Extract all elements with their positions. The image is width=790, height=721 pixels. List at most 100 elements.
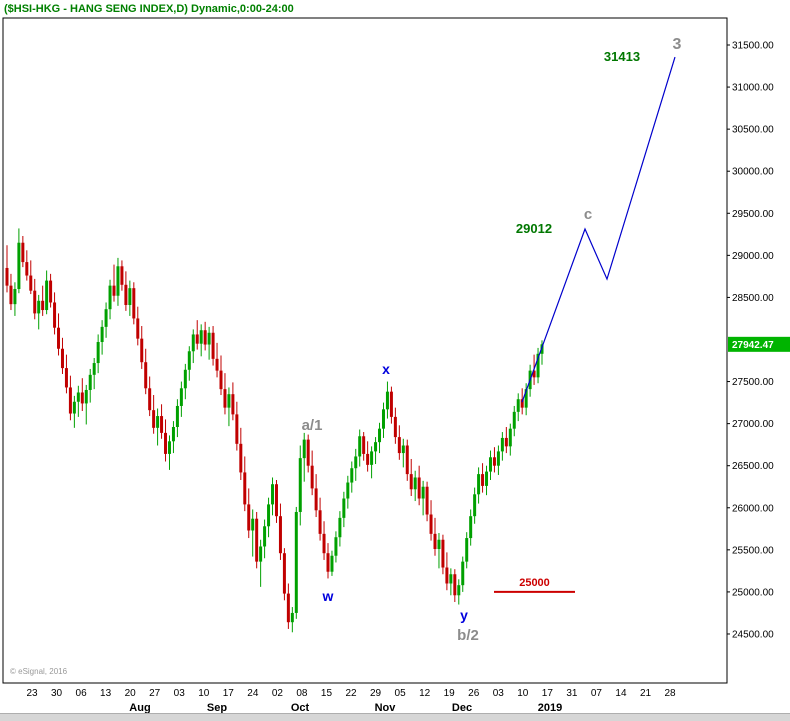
- candle: [128, 280, 132, 316]
- time-axis-label: 03: [174, 688, 186, 699]
- time-axis-label: 17: [223, 688, 235, 699]
- candle: [417, 465, 421, 506]
- time-axis-label: 19: [444, 688, 456, 699]
- time-axis-label: 23: [26, 688, 38, 699]
- candle: [362, 432, 366, 461]
- candle: [187, 346, 191, 381]
- time-axis-label: 14: [615, 688, 627, 699]
- plot-border: [2, 17, 728, 684]
- annotation-29012[interactable]: 29012: [516, 221, 552, 236]
- annotation-c[interactable]: c: [584, 206, 592, 223]
- candle: [469, 509, 473, 546]
- candle: [342, 491, 346, 528]
- candle: [504, 426, 508, 454]
- candle: [397, 425, 401, 460]
- candle: [251, 509, 255, 557]
- candle: [211, 326, 215, 366]
- candle: [492, 447, 496, 473]
- candle: [358, 429, 362, 467]
- time-axis-label: 15: [321, 688, 333, 699]
- candle: [366, 441, 370, 472]
- candle: [338, 511, 342, 547]
- support-line-25000[interactable]: 25000: [494, 577, 575, 593]
- price-axis-label: 25000.00: [732, 587, 774, 598]
- annotation-b2[interactable]: b/2: [457, 627, 479, 644]
- price-axis-label: 30000.00: [732, 167, 774, 178]
- candle: [540, 340, 544, 365]
- candle: [401, 438, 405, 468]
- month-label: 2019: [538, 702, 562, 714]
- price-axis[interactable]: 31500.00 31000.00 30500.00 30000.00 29500.00…: [727, 41, 774, 641]
- candle: [453, 569, 457, 603]
- candle: [282, 548, 286, 601]
- candle: [255, 511, 259, 569]
- candle: [243, 456, 247, 512]
- time-axis-label: 05: [395, 688, 407, 699]
- candlestick-series: [5, 228, 544, 633]
- annotation-3[interactable]: 3: [673, 36, 682, 53]
- candle: [374, 437, 378, 465]
- candle: [449, 568, 453, 596]
- candle: [330, 550, 334, 576]
- candle: [171, 421, 175, 454]
- candle: [496, 445, 500, 475]
- time-axis[interactable]: 23 30 06 13 20 27 03 10 17 24 02 08 15 22 29 05 12 19 26 03…: [26, 688, 676, 714]
- candle: [108, 279, 112, 320]
- price-axis-label: 29000.00: [732, 251, 774, 262]
- time-axis-label: 13: [100, 688, 112, 699]
- candle: [235, 401, 239, 451]
- candle: [437, 533, 441, 569]
- candle: [136, 306, 140, 346]
- price-axis-label: 31000.00: [732, 83, 774, 94]
- time-axis-label: 02: [272, 688, 284, 699]
- candle: [207, 326, 211, 360]
- candle: [267, 497, 271, 538]
- annotations: a/1 w x y b/2 c 3 29012 31413: [302, 36, 682, 644]
- esignal-watermark: © eSignal, 2016: [10, 667, 68, 676]
- time-axis-label: 27: [149, 688, 161, 699]
- candle: [41, 285, 45, 316]
- annotation-x[interactable]: x: [382, 361, 390, 377]
- price-axis-label: 27000.00: [732, 419, 774, 430]
- candle: [425, 481, 429, 522]
- candle: [461, 556, 465, 592]
- time-axis-label: 07: [591, 688, 603, 699]
- candle: [421, 480, 425, 516]
- horizontal-scrollbar[interactable]: [0, 713, 790, 721]
- candle: [9, 273, 13, 311]
- candle: [92, 358, 96, 390]
- candle: [302, 432, 306, 482]
- price-axis-label: 31500.00: [732, 41, 774, 52]
- candle: [64, 354, 68, 394]
- elliott-projection-line[interactable]: [521, 56, 676, 403]
- candle: [96, 334, 100, 374]
- annotation-31413[interactable]: 31413: [604, 49, 640, 64]
- last-price-label: 27942.47: [732, 340, 774, 351]
- candle: [167, 435, 171, 470]
- candle: [104, 302, 108, 338]
- candle: [191, 329, 195, 364]
- candle: [120, 260, 124, 291]
- annotation-y[interactable]: y: [460, 607, 468, 623]
- candle: [524, 383, 528, 416]
- candle: [286, 583, 290, 629]
- candle: [298, 445, 302, 526]
- annotation-w[interactable]: w: [322, 588, 334, 604]
- chart-title: ($HSI-HKG - HANG SENG INDEX,D) Dynamic,0…: [4, 3, 294, 15]
- candle: [5, 245, 9, 293]
- candle: [88, 368, 92, 403]
- time-axis-label: 21: [640, 688, 652, 699]
- candle: [21, 235, 25, 268]
- candle: [80, 378, 84, 412]
- candle: [112, 264, 116, 302]
- month-label: Aug: [129, 702, 150, 714]
- candle: [326, 543, 330, 579]
- candle: [445, 552, 449, 591]
- candle: [488, 450, 492, 481]
- candle: [378, 422, 382, 454]
- candle: [160, 404, 164, 439]
- annotation-a1[interactable]: a/1: [302, 417, 323, 434]
- time-axis-label: 03: [493, 688, 505, 699]
- time-axis-label: 26: [468, 688, 480, 699]
